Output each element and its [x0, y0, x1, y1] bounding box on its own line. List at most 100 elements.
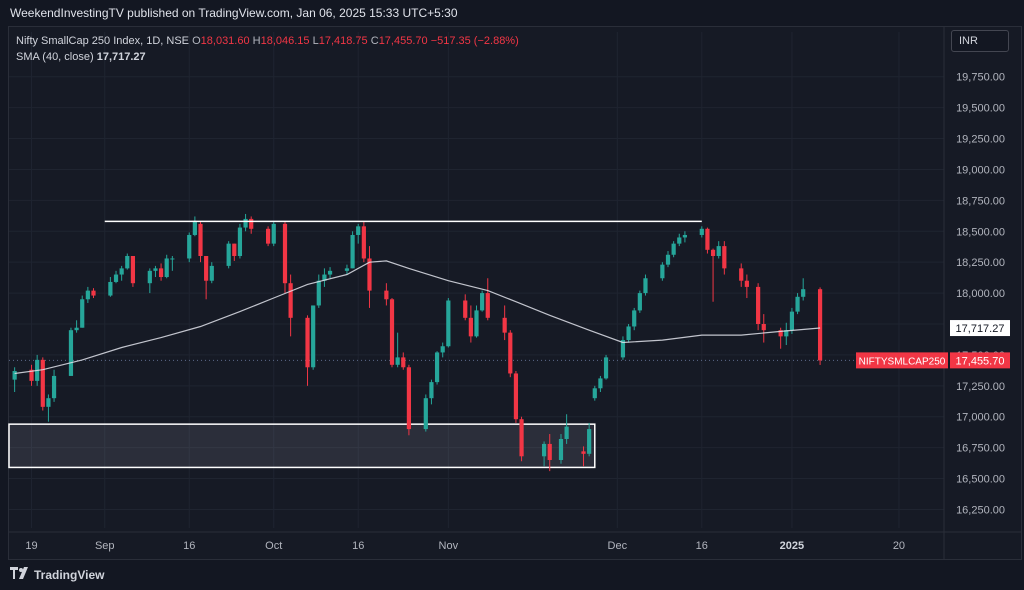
candle-up [598, 378, 603, 389]
candle-up [801, 289, 806, 297]
sma-price-tag [950, 320, 1010, 337]
candle-up [784, 330, 789, 337]
candle-down [547, 443, 552, 460]
candle-up [660, 264, 665, 279]
candle-up [237, 227, 243, 256]
candle-up [119, 268, 124, 275]
candle-down [40, 359, 45, 407]
sma-line [14, 260, 821, 375]
candle-up [271, 223, 276, 244]
y-tick-label: 18,750.00 [956, 195, 1005, 207]
sma-price-label: 17,717.27 [956, 323, 1005, 335]
candle-up [665, 254, 671, 265]
candle-up [344, 268, 350, 271]
candle-up [311, 305, 316, 368]
candle-up [327, 270, 333, 275]
candle-up [682, 234, 688, 238]
candle-up [243, 218, 248, 228]
candle-down [722, 246, 727, 269]
last-price-label: 17,455.70 [956, 355, 1005, 367]
candle-up [632, 310, 637, 327]
candle-down [158, 268, 164, 278]
candle-up [350, 234, 355, 269]
candle-down [463, 300, 468, 318]
candle-up [113, 274, 119, 282]
candle-down [130, 256, 136, 284]
ohlc-row: Nifty SmallCap 250 Index, 1D, NSE O18,03… [16, 33, 519, 49]
candle-up [795, 296, 800, 312]
y-tick-label: 17,000.00 [956, 412, 1005, 424]
candle-down [367, 258, 372, 291]
support-zone-rect [8, 423, 596, 469]
publisher-line: WeekendInvestingTV published on TradingV… [0, 0, 1024, 26]
y-tick-label: 18,500.00 [956, 226, 1005, 238]
x-tick-label: Dec [608, 540, 628, 552]
candle-down [406, 367, 412, 430]
candle-down [29, 369, 34, 381]
y-tick-label: 19,250.00 [956, 134, 1005, 146]
candle-up [423, 398, 428, 430]
footer-brand[interactable]: TradingView [10, 567, 104, 582]
y-tick-label: 19,500.00 [956, 103, 1005, 115]
candle-up [789, 311, 795, 331]
candle-up [192, 221, 197, 235]
candle-up [80, 299, 85, 328]
candle-up [85, 290, 90, 300]
candle-up [170, 258, 175, 260]
candle-up [153, 268, 158, 271]
candle-up [541, 443, 547, 457]
candle-up [356, 226, 361, 235]
y-tick-label: 19,000.00 [956, 164, 1005, 176]
candle-up [446, 300, 451, 347]
candle-down [265, 228, 271, 244]
y-tick-label: 19,750.00 [956, 72, 1005, 84]
candle-down [817, 289, 823, 361]
last-price-tag [950, 352, 1010, 369]
sma-row[interactable]: SMA (40, close) 17,717.27 [16, 49, 519, 65]
candle-up [671, 243, 676, 255]
candle-up [716, 246, 721, 256]
y-tick-label: 17,250.00 [956, 381, 1005, 393]
high-value: 18,046.15 [260, 35, 310, 47]
candle-down [249, 218, 254, 229]
symbol-title[interactable]: Nifty SmallCap 250 Index, 1D, NSE [16, 35, 190, 47]
candle-up [699, 228, 704, 235]
y-tick-label: 18,250.00 [956, 257, 1005, 269]
open-label: O [192, 35, 201, 47]
candle-up [108, 281, 113, 296]
candle-up [125, 256, 130, 269]
candle-up [51, 375, 57, 399]
x-tick-label: Oct [265, 540, 282, 552]
x-tick-label: 16 [183, 540, 195, 552]
y-tick-label: 18,000.00 [956, 288, 1005, 300]
change-value: −517.35 (−2.88%) [430, 35, 519, 47]
y-tick-label: 16,750.00 [956, 443, 1005, 455]
candle-up [592, 388, 597, 399]
candle-up [564, 426, 569, 439]
candle-down [198, 223, 203, 256]
candle-up [677, 237, 682, 244]
x-tick-label: 2025 [780, 540, 804, 552]
candle-down [485, 293, 490, 318]
sma-label: SMA (40, close) [16, 51, 94, 63]
candle-down [468, 317, 473, 337]
candle-up [164, 258, 169, 278]
candle-down [204, 256, 209, 281]
candle-up [440, 346, 445, 353]
candle-up [474, 310, 479, 337]
candle-down [91, 290, 96, 296]
candle-down [401, 357, 406, 368]
candle-up [187, 234, 192, 259]
brand-name: TradingView [34, 567, 105, 582]
candle-up [434, 352, 440, 383]
candle-down [778, 330, 783, 337]
candle-up [395, 357, 400, 365]
candle-down [305, 317, 310, 368]
candle-down [513, 373, 519, 420]
currency-button[interactable]: INR [951, 30, 1009, 52]
low-value: 17,418.75 [318, 35, 368, 47]
candle-up [68, 330, 74, 376]
x-tick-label: 19 [25, 540, 37, 552]
candle-up [626, 326, 631, 341]
